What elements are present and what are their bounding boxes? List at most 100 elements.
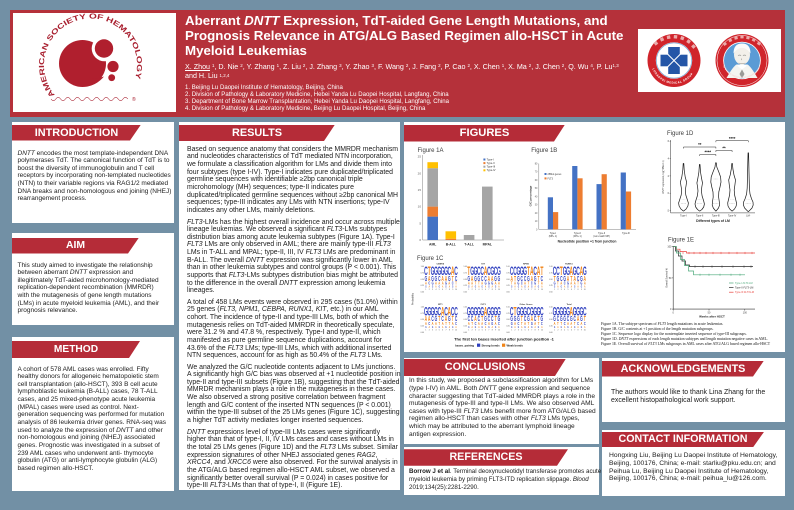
svg-text:T: T bbox=[475, 281, 477, 286]
svg-text:3: 3 bbox=[518, 330, 519, 332]
svg-text:G: G bbox=[475, 286, 477, 288]
svg-text:A: A bbox=[442, 281, 444, 286]
svg-text:T: T bbox=[452, 276, 454, 284]
svg-text:A: A bbox=[580, 265, 584, 279]
svg-text:T: T bbox=[438, 316, 440, 324]
svg-text:A: A bbox=[570, 281, 572, 286]
svg-text:C: C bbox=[583, 305, 587, 319]
svg-text:Figure 1E: Figure 1E bbox=[668, 238, 694, 244]
svg-text:0.00: 0.00 bbox=[549, 332, 552, 334]
svg-text:Figure 1A: Figure 1A bbox=[418, 148, 444, 154]
svg-text:G: G bbox=[474, 265, 478, 279]
svg-text:2: 2 bbox=[429, 289, 430, 291]
svg-text:A: A bbox=[574, 281, 576, 286]
svg-text:C: C bbox=[577, 276, 579, 284]
svg-text:9: 9 bbox=[495, 330, 496, 332]
svg-text:A: A bbox=[474, 316, 476, 324]
svg-text:G: G bbox=[444, 265, 448, 279]
svg-text:Type-III: Type-III bbox=[487, 165, 496, 169]
svg-text:G: G bbox=[445, 286, 447, 288]
svg-text:1: 1 bbox=[511, 330, 512, 332]
svg-text:0.50: 0.50 bbox=[549, 279, 552, 281]
svg-text:A: A bbox=[449, 325, 451, 328]
svg-text:A: A bbox=[567, 276, 569, 284]
svg-text:C: C bbox=[485, 321, 487, 326]
svg-text:G: G bbox=[570, 316, 573, 324]
svg-text:G: G bbox=[533, 305, 537, 319]
svg-text:G: G bbox=[580, 281, 582, 286]
svg-text:Figure 1C: Figure 1C bbox=[417, 256, 444, 262]
svg-text:G: G bbox=[566, 305, 570, 319]
svg-text:A: A bbox=[471, 325, 473, 328]
svg-text:80: 80 bbox=[535, 162, 538, 165]
svg-text:7: 7 bbox=[531, 330, 532, 332]
svg-text:0.50: 0.50 bbox=[506, 279, 509, 281]
svg-text:0.00: 0.00 bbox=[549, 291, 552, 293]
svg-text:G: G bbox=[448, 276, 451, 284]
svg-text:C: C bbox=[491, 316, 493, 324]
svg-text:G: G bbox=[491, 281, 493, 286]
svg-text:0.25: 0.25 bbox=[549, 326, 552, 328]
svg-text:Type-I: Type-I bbox=[680, 215, 687, 218]
svg-text:4: 4 bbox=[564, 330, 565, 332]
svg-text:5: 5 bbox=[482, 289, 483, 291]
svg-text:G: G bbox=[497, 305, 501, 319]
svg-text:Type-I FLT3-LM: Type-I FLT3-LM bbox=[735, 282, 753, 285]
svg-text:G: G bbox=[553, 316, 556, 324]
svg-text:G: G bbox=[490, 305, 494, 319]
svg-text:C: C bbox=[452, 281, 454, 286]
svg-text:A: A bbox=[560, 281, 562, 286]
svg-text:T: T bbox=[560, 265, 563, 279]
svg-text:Type-II FLT3-LM: Type-II FLT3-LM bbox=[735, 287, 753, 290]
svg-text:C: C bbox=[454, 305, 458, 319]
svg-text:C: C bbox=[428, 321, 430, 326]
svg-text:T: T bbox=[537, 316, 539, 324]
svg-text:G: G bbox=[580, 276, 583, 284]
svg-text:G: G bbox=[488, 327, 490, 329]
svg-text:A: A bbox=[428, 276, 430, 284]
svg-text:4: 4 bbox=[668, 157, 670, 160]
svg-text:Strong bonds: Strong bonds bbox=[482, 344, 501, 348]
svg-text:1: 1 bbox=[554, 330, 555, 332]
svg-text:10: 10 bbox=[535, 220, 538, 223]
svg-text:G: G bbox=[434, 305, 438, 319]
svg-text:A: A bbox=[452, 321, 454, 326]
svg-text:0.00: 0.00 bbox=[421, 291, 424, 293]
svg-text:A: A bbox=[570, 265, 574, 279]
svg-text:T: T bbox=[514, 276, 516, 284]
svg-text:T: T bbox=[514, 305, 517, 319]
svg-text:G: G bbox=[491, 321, 493, 326]
svg-text:T: T bbox=[481, 316, 483, 324]
svg-text:3: 3 bbox=[432, 330, 433, 332]
svg-text:8: 8 bbox=[578, 330, 579, 332]
svg-text:A: A bbox=[524, 281, 526, 286]
svg-text:G: G bbox=[561, 286, 563, 288]
svg-text:3: 3 bbox=[432, 289, 433, 291]
svg-text:8: 8 bbox=[449, 330, 450, 332]
svg-text:C: C bbox=[455, 316, 457, 324]
svg-text:A: A bbox=[478, 321, 480, 326]
svg-text:T: T bbox=[471, 321, 473, 326]
svg-text:C: C bbox=[531, 281, 533, 286]
svg-text:C: C bbox=[438, 305, 442, 319]
svg-text:Weak bonds: Weak bonds bbox=[507, 344, 524, 348]
svg-text:7: 7 bbox=[446, 289, 447, 291]
svg-text:C: C bbox=[510, 265, 514, 279]
svg-text:A: A bbox=[564, 285, 566, 288]
svg-text:G: G bbox=[470, 305, 474, 319]
svg-text:100: 100 bbox=[667, 246, 672, 249]
svg-text:25Mut genes: 25Mut genes bbox=[548, 173, 563, 176]
svg-text:6: 6 bbox=[485, 330, 486, 332]
svg-text:20: 20 bbox=[418, 171, 422, 175]
svg-text:G: G bbox=[573, 265, 577, 279]
svg-text:1.00: 1.00 bbox=[506, 307, 509, 309]
svg-text:A: A bbox=[570, 321, 572, 326]
svg-text:A: A bbox=[514, 285, 516, 288]
svg-text:1.00: 1.00 bbox=[464, 266, 467, 268]
svg-text:0.50: 0.50 bbox=[464, 279, 467, 281]
svg-text:T: T bbox=[521, 321, 523, 326]
svg-text:2: 2 bbox=[515, 330, 516, 332]
svg-text:6: 6 bbox=[442, 330, 443, 332]
svg-text:G/C percentage: G/C percentage bbox=[529, 185, 533, 206]
svg-text:A: A bbox=[492, 285, 494, 288]
